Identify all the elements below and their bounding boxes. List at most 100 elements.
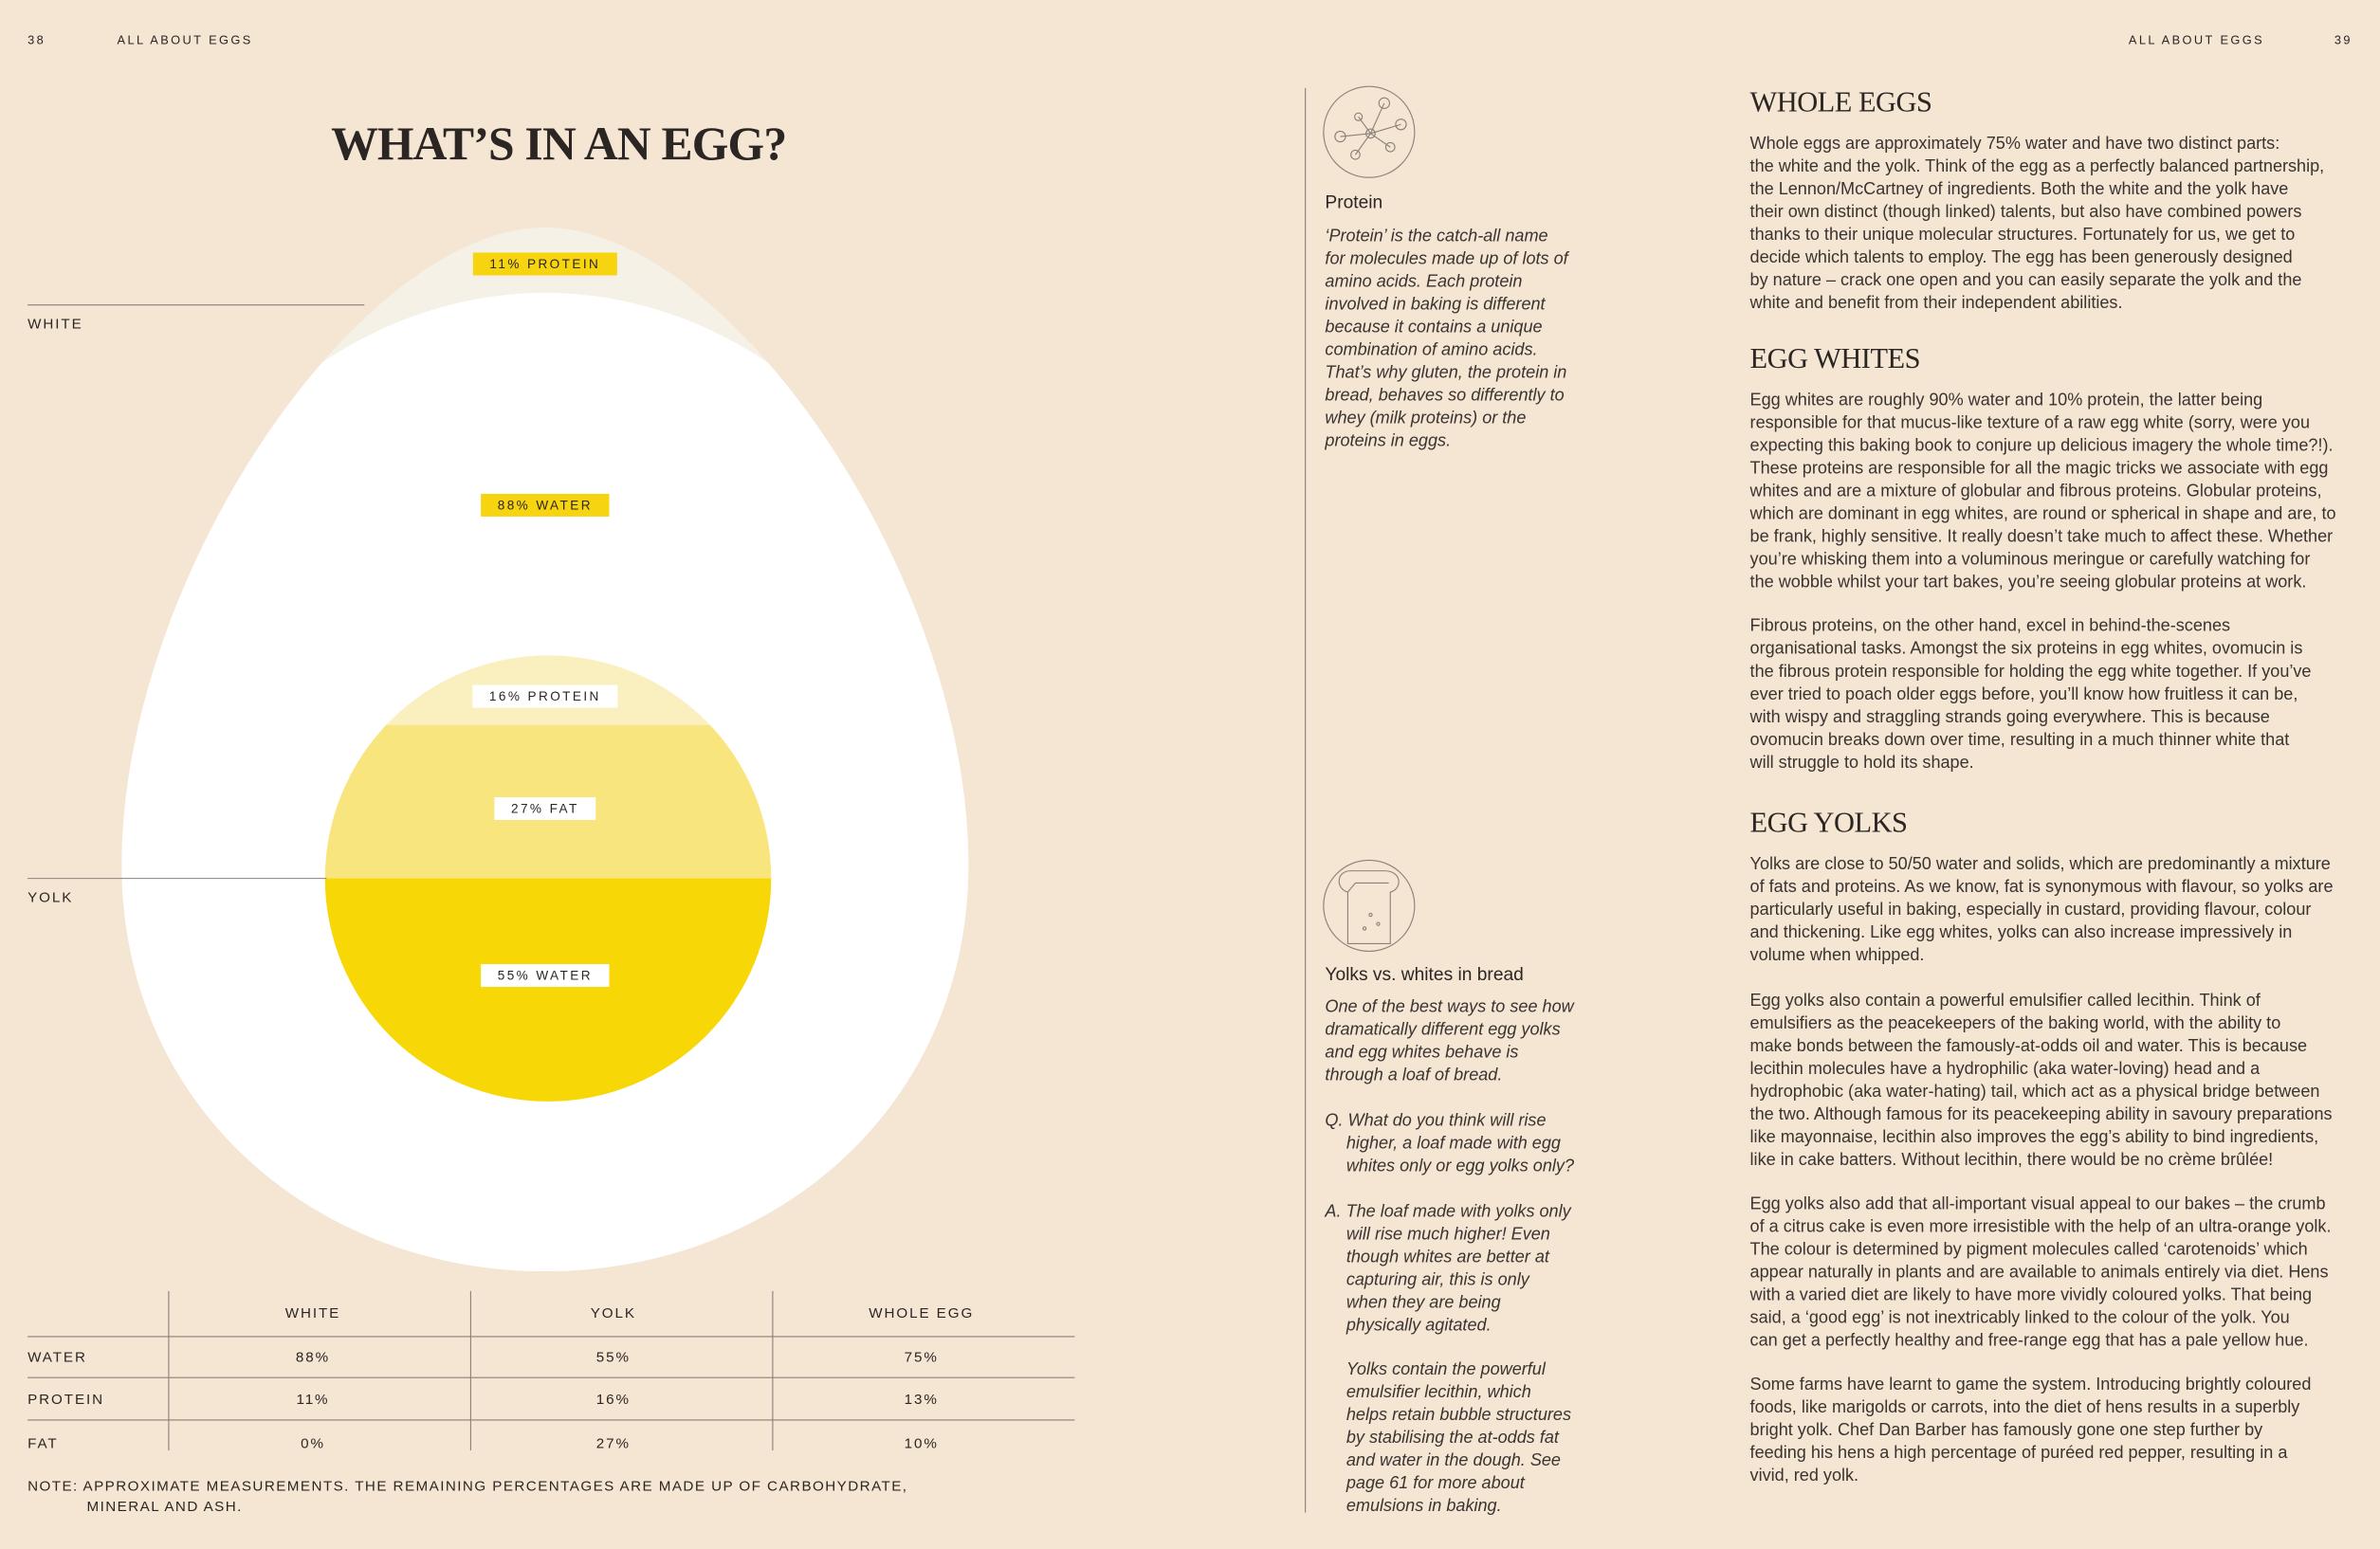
body-text: Whole eggs are approximately 75% water a… [1750,134,2280,153]
body-text: of fats and proteins. As we know, fat is… [1750,877,2334,896]
body-text: said, a ‘good egg’ is not inextricably l… [1750,1308,2290,1327]
body-text: the Lennon/McCartney of ingredients. Bot… [1750,179,2289,198]
segment-label: 55% WATER [498,968,593,982]
row-label: WATER [27,1349,87,1365]
section-heading: WHOLE EGGS [1750,85,1932,118]
table-header: WHITE [285,1305,341,1321]
sidebar-title: Yolks vs. whites in bread [1325,965,1523,985]
body-text: and thickening. Like egg whites, yolks c… [1750,922,2293,941]
body-text: the two. Although famous for its peaceke… [1750,1104,2333,1123]
table-cell: 16% [596,1392,631,1408]
protein-icon [1323,85,1416,178]
sidebar-text: emulsions in baking. [1346,1496,1502,1515]
body-text: whites and are a mixture of globular and… [1749,481,2322,500]
body-text: responsible for that mucus-like texture … [1750,412,2310,431]
sidebar-text: emulsifier lecithin, which [1346,1382,1531,1401]
sidebar-text: One of the best ways to see how [1325,996,1575,1015]
sidebar-text: Yolks contain the powerful [1346,1359,1547,1378]
row-label: PROTEIN [27,1392,104,1408]
body-text: decide which talents to employ. The egg … [1750,247,2293,266]
sidebar-text: when they are being [1346,1293,1501,1312]
body-text: can get a perfectly healthy and free-ran… [1750,1331,2309,1350]
sidebar-text: through a loaf of bread. [1325,1065,1502,1084]
body-text: feeding his hens a high percentage of pu… [1750,1443,2289,1462]
section-heading: EGG WHITES [1750,342,1921,374]
body-text: Yolks are close to 50/50 water and solid… [1750,854,2331,873]
body-text: hydrophobic (aka water-hating) tail, whi… [1750,1082,2320,1101]
sidebar-text: combination of amino acids. [1325,339,1537,358]
body-text: expecting this baking book to conjure up… [1750,435,2334,454]
sidebar-text: amino acids. Each protein [1325,271,1522,290]
segment-label: 16% PROTEIN [489,689,601,703]
white-label: WHITE [27,316,83,332]
note: NOTE: APPROXIMATE MEASUREMENTS. THE REMA… [27,1478,907,1494]
body-text: organisational tasks. Amongst the six pr… [1750,639,2303,658]
body-text: appear naturally in plants and are avail… [1750,1263,2329,1282]
page-number: 38 [27,33,46,47]
sidebar-text: helps retain bubble structures [1346,1405,1571,1424]
body-text: the wobble whilst your tart bakes, you’r… [1750,572,2307,591]
table-cell: 0% [301,1436,325,1452]
body-text: with wispy and straggling strands going … [1749,707,2270,726]
body-text: emulsifiers as the peacekeepers of the b… [1750,1013,2281,1032]
sidebar-text: and water in the dough. See [1346,1450,1561,1469]
table-cell: 75% [905,1349,939,1365]
body-text: Fibrous proteins, on the other hand, exc… [1750,616,2230,635]
table-rules [27,1290,1075,1450]
segment-label: 27% FAT [511,801,579,815]
body-text: their own distinct (though linked) talen… [1750,202,2302,221]
table-cell: 27% [596,1436,631,1452]
body-text: ovomucin breaks down over time, resultin… [1750,730,2290,749]
body-text: thanks to their unique molecular structu… [1750,225,2296,244]
body-text: Egg yolks also add that all-important vi… [1750,1194,2326,1212]
body-text: the white and the yolk. Think of the egg… [1750,156,2325,175]
body-text: volume when whipped. [1750,945,1925,964]
body-text: Some farms have learnt to game the syste… [1750,1375,2312,1394]
body-text: with a varied diet are likely to have mo… [1749,1285,2313,1304]
body-text: Egg whites are roughly 90% water and 10%… [1750,390,2263,409]
sidebar-text: because it contains a unique [1325,317,1542,336]
sidebar-text: will rise much higher! Even [1346,1225,1550,1244]
table-cell: 88% [296,1349,330,1365]
body-text: like mayonnaise, lecithin also improves … [1750,1127,2319,1146]
body-text: which are dominant in egg whites, are ro… [1749,503,2336,522]
sidebar-text: bread, behaves so differently to [1325,385,1564,404]
body-text: Egg yolks also contain a powerful emulsi… [1750,991,2261,1010]
body-text: you’re whisking them into a voluminous m… [1750,549,2311,568]
sidebar-text: proteins in eggs. [1324,430,1451,449]
sidebar-text: ‘Protein’ is the catch-all name [1325,226,1547,245]
section-heading: EGG YOLKS [1750,807,1908,839]
body-text: like in cake batters. Without lecithin, … [1750,1150,2274,1169]
sidebar-text: higher, a loaf made with egg [1346,1133,1561,1152]
table-cell: 11% [296,1392,329,1408]
sidebar-text: whey (milk proteins) or the [1325,408,1526,427]
body-text: bright yolk. Chef Dan Barber has famousl… [1750,1420,2263,1439]
body-text: lecithin molecules have a hydrophilic (a… [1750,1059,2261,1078]
table-cell: 13% [905,1392,939,1408]
sidebar-text: physically agitated. [1346,1316,1492,1335]
sidebar-text: page 61 for more about [1346,1473,1526,1492]
label-box [472,252,617,276]
diagram-title: WHAT’S IN AN EGG? [331,118,786,170]
running-head: ALL ABOUT EGGS [2129,33,2264,47]
sidebar-text: capturing air, this is only [1346,1270,1530,1289]
sidebar-title: Protein [1325,193,1382,213]
sidebar-text: by stabilising the at-odds fat [1346,1428,1560,1447]
body-text: vivid, red yolk. [1750,1466,1859,1485]
page-number: 39 [2334,33,2353,47]
table-cell: 10% [905,1436,939,1452]
body-text: foods, like marigolds or carrots, into t… [1750,1397,2300,1416]
body-text: white and benefit from their independent… [1749,293,2123,312]
sidebar-text: Q. What do you think will rise [1325,1110,1546,1129]
note: MINERAL AND ASH. [87,1499,243,1515]
table-header: WHOLE EGG [869,1305,974,1321]
table-header: YOLK [591,1305,636,1321]
body-text: ever tried to poach older eggs before, y… [1750,684,2298,703]
running-head: ALL ABOUT EGGS [118,33,253,47]
body-text: make bonds between the famously-at-odds … [1750,1036,2308,1055]
body-text: The colour is determined by pigment mole… [1750,1240,2308,1259]
table-cell: 55% [596,1349,631,1365]
body-text: the fibrous protein responsible for hold… [1750,662,2312,681]
row-label: FAT [27,1436,58,1452]
